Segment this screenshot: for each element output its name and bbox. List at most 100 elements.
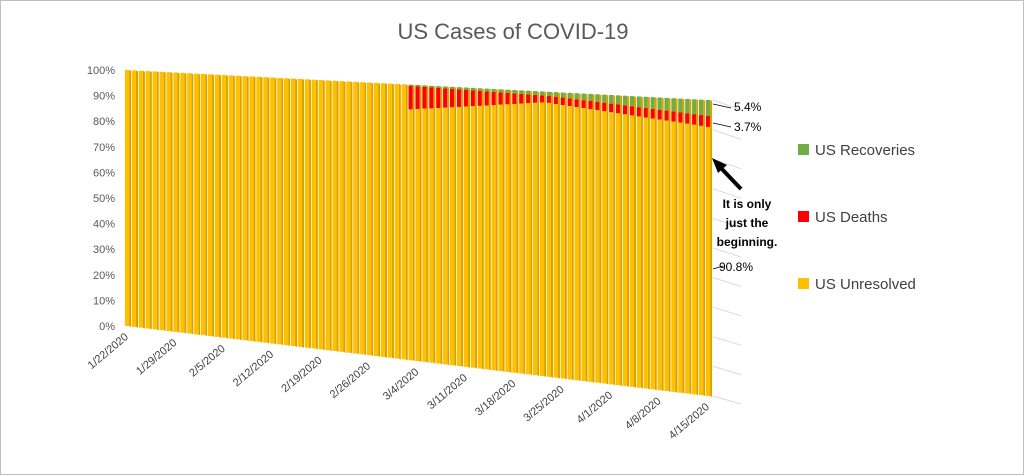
unresolved-bar <box>166 72 171 332</box>
deaths-bar <box>477 91 482 106</box>
unresolved-bar <box>152 71 157 330</box>
unresolved-bar <box>249 76 254 341</box>
bar-side <box>564 92 567 380</box>
bar-stack <box>124 70 132 327</box>
bar-stack <box>609 95 616 386</box>
recoveries-bar <box>692 99 697 115</box>
bar-side <box>585 93 588 383</box>
bar-side <box>212 74 215 338</box>
bar-side <box>177 72 180 333</box>
unresolved-bar <box>519 103 524 374</box>
annotation-line-1: It is only <box>723 197 772 211</box>
bar-stack <box>560 92 567 380</box>
y-tick-label: 40% <box>93 219 115 231</box>
bar-stack <box>671 98 678 393</box>
recoveries-bar <box>657 97 662 110</box>
recoveries-bar <box>422 85 427 88</box>
bar-side <box>592 93 595 383</box>
bar-side <box>647 96 650 390</box>
unresolved-bar <box>429 108 434 363</box>
unresolved-bar <box>235 75 240 340</box>
x-tick-label: 3/4/2020 <box>381 366 422 403</box>
recoveries-bar <box>470 87 475 91</box>
deaths-bar <box>643 108 648 118</box>
bar-side <box>260 76 263 343</box>
bar-stack <box>387 83 394 359</box>
deaths-bar <box>408 86 413 110</box>
bar-side <box>467 87 470 368</box>
bar-side <box>364 82 367 356</box>
legend-label: US Deaths <box>815 209 888 226</box>
bar-side <box>198 73 201 336</box>
bar-stack <box>664 97 671 392</box>
recoveries-bar <box>519 90 524 95</box>
annotation-arrow <box>717 164 743 191</box>
legend: US Recoveries US Deaths US Unresolved <box>798 142 916 293</box>
bar-stack <box>643 96 650 390</box>
bar-stack <box>138 70 145 329</box>
unresolved-bar <box>463 106 468 367</box>
deaths-bar <box>699 115 704 126</box>
unresolved-bar <box>699 125 704 396</box>
bar-side <box>509 89 512 373</box>
unresolved-bar <box>450 107 455 366</box>
bar-side <box>640 96 643 389</box>
y-axis-ticks: 0% 10% 20% 30% 40% 50% 60% 70% 80% 90% 100% <box>87 65 115 333</box>
bar-side <box>343 81 346 353</box>
unresolved-bar <box>622 114 628 387</box>
x-tick-label: 3/18/2020 <box>473 378 518 419</box>
deaths-label-leader <box>712 122 732 128</box>
bar-side <box>599 94 602 384</box>
unresolved-bar <box>145 71 150 329</box>
bar-side <box>419 85 422 362</box>
bar-stack <box>152 71 159 331</box>
bar-stack <box>456 87 464 368</box>
unresolved-data-label: 90.8% <box>719 260 753 274</box>
bar-side <box>184 72 187 334</box>
bar-stack <box>159 71 166 332</box>
unresolved-bar <box>470 106 475 368</box>
bar-side <box>550 91 553 378</box>
deaths-bar <box>470 90 475 107</box>
bars <box>124 70 713 397</box>
x-tick-label: 4/8/2020 <box>623 395 664 432</box>
bar-side <box>267 77 270 344</box>
bar-stack <box>422 85 429 363</box>
bar-stack <box>588 93 595 383</box>
unresolved-bar <box>353 81 358 354</box>
unresolved-bar <box>346 81 351 353</box>
bar-side <box>378 82 381 357</box>
unresolved-bar <box>678 122 683 393</box>
legend-item: US Unresolved <box>798 276 916 293</box>
recoveries-bar <box>415 85 420 87</box>
unresolved-bar <box>339 81 344 352</box>
unresolved-bar <box>574 107 579 381</box>
legend-item: US Recoveries <box>798 142 915 159</box>
bar-stack <box>699 99 706 397</box>
y-tick-label: 10% <box>93 295 115 307</box>
bar-stack <box>346 81 353 354</box>
depth-guide-line <box>712 395 742 405</box>
deaths-bar <box>463 90 468 107</box>
bar-stack <box>145 71 152 330</box>
unresolved-bar <box>332 80 337 351</box>
bar-stack <box>519 90 526 375</box>
bar-side <box>274 77 277 345</box>
recoveries-bar <box>595 94 600 102</box>
bar-stack <box>249 76 256 342</box>
bar-side <box>516 90 519 374</box>
depth-guide-line <box>712 129 742 140</box>
bar-stack <box>373 82 381 357</box>
unresolved-bar <box>131 70 136 327</box>
unresolved-bar <box>422 108 427 362</box>
bar-side <box>149 71 152 330</box>
deaths-bar <box>616 104 621 114</box>
unresolved-bar <box>173 72 178 332</box>
recoveries-bar <box>484 88 489 92</box>
legend-swatch <box>798 278 809 289</box>
bar-stack <box>277 77 284 346</box>
bar-stack <box>470 87 477 369</box>
bar-side <box>205 73 208 337</box>
bar-side <box>461 87 464 368</box>
bar-side <box>710 100 713 397</box>
